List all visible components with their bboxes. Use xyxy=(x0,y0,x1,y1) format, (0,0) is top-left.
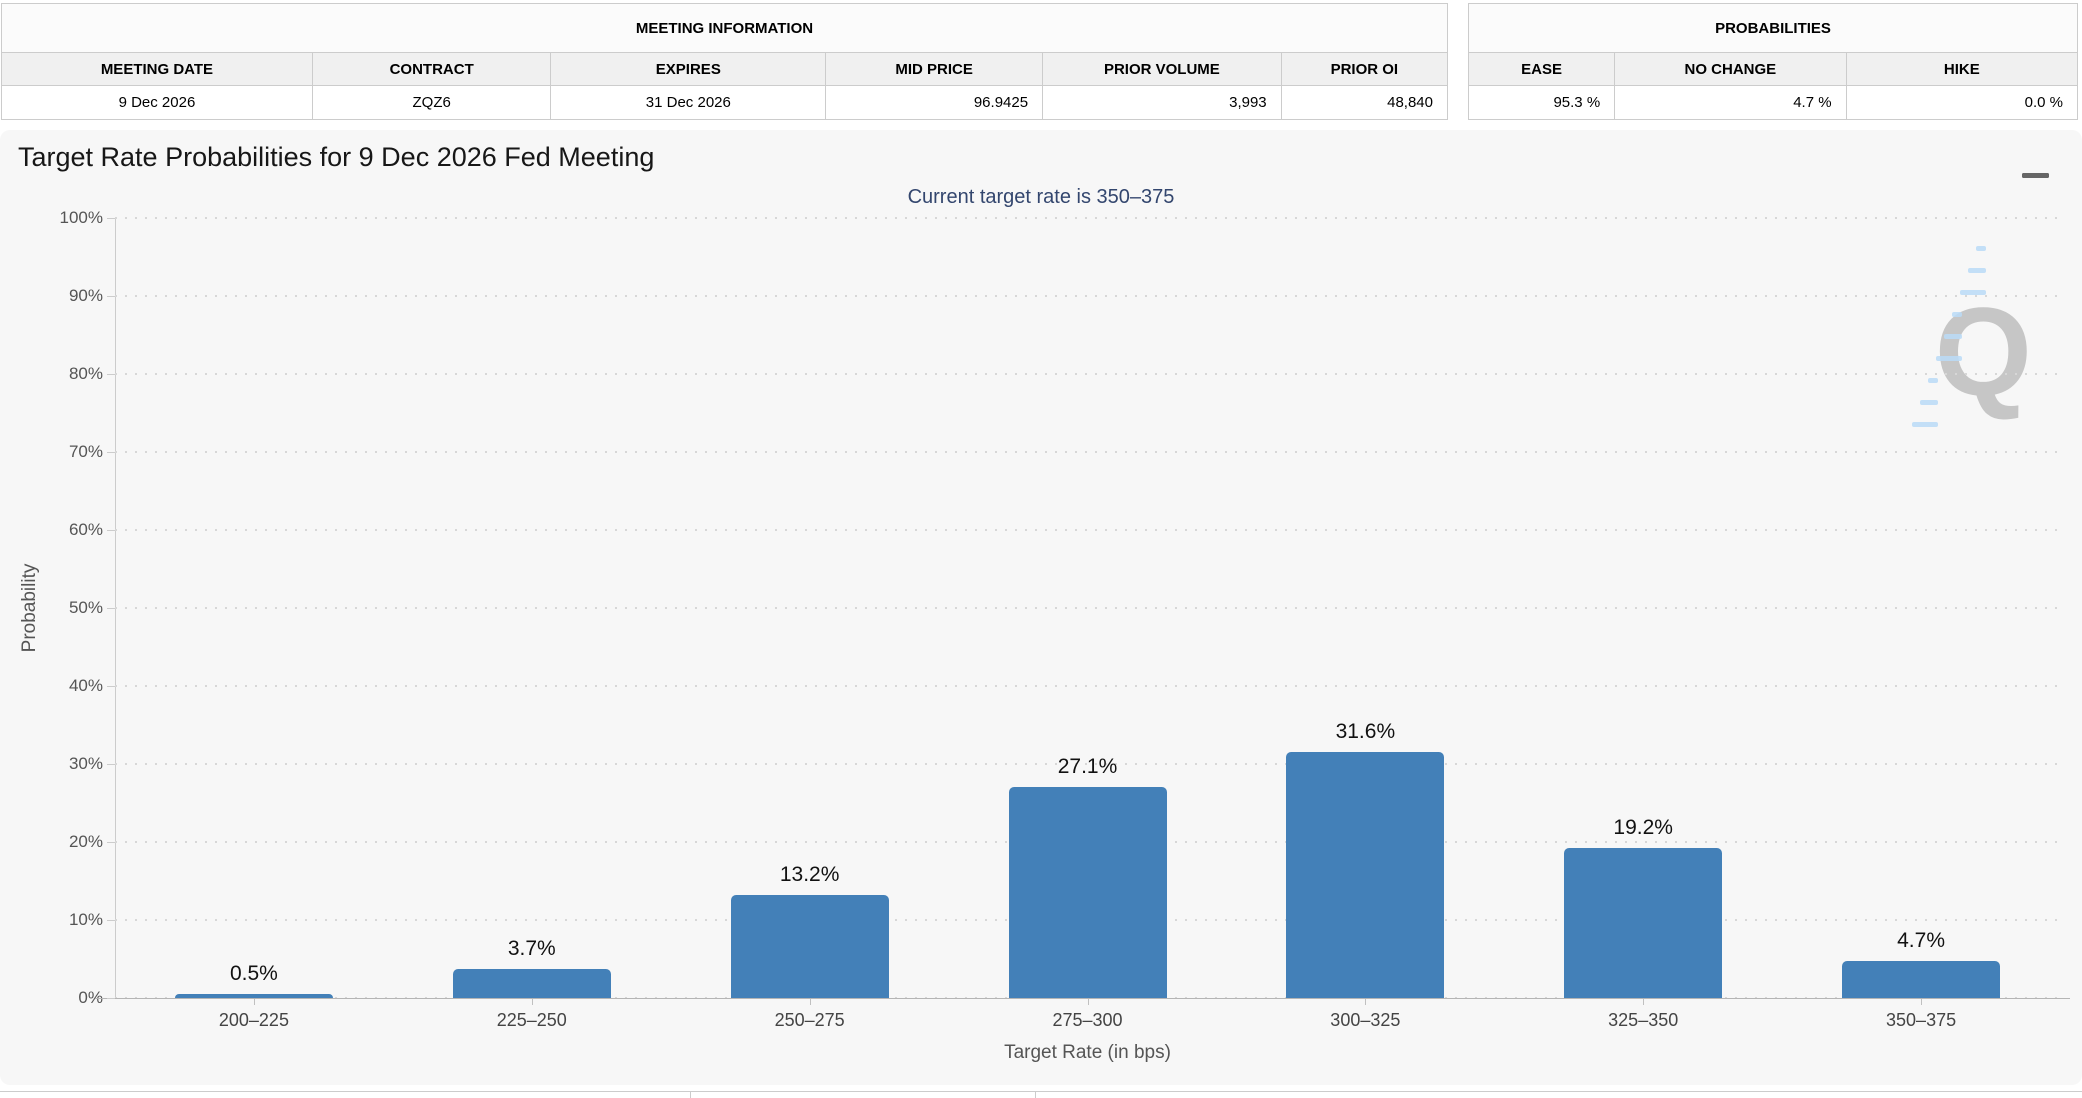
gridline xyxy=(115,607,2060,609)
y-axis-tick xyxy=(107,374,115,375)
y-axis-tick xyxy=(107,920,115,921)
probabilities-table-caption: PROBABILITIES xyxy=(1468,3,2078,53)
x-axis-tick xyxy=(1643,998,1645,1005)
meeting-information-table: MEETING INFORMATION MEETING DATE CONTRAC… xyxy=(1,3,1449,120)
chart-subtitle: Current target rate is 350–375 xyxy=(907,186,1175,208)
target-rate-probabilities-chart: Target Rate Probabilities for 9 Dec 2026… xyxy=(0,130,2082,1085)
col-header-prior-volume: PRIOR VOLUME xyxy=(1042,52,1282,86)
probability-bar[interactable] xyxy=(1008,786,1167,998)
col-header-expires: EXPIRES xyxy=(550,52,827,86)
y-axis-tick-label: 50% xyxy=(68,598,103,617)
table-divider xyxy=(1035,1092,1036,1098)
gridline xyxy=(115,529,2060,531)
x-axis-tick xyxy=(1921,998,1923,1005)
y-axis-tick xyxy=(107,296,115,297)
x-axis-tick xyxy=(809,998,811,1005)
mid-price-value: 96.9425 xyxy=(825,85,1044,120)
col-header-contract: CONTRACT xyxy=(311,52,552,86)
gridline xyxy=(115,373,2060,375)
chart-export-menu-button[interactable] xyxy=(2016,144,2054,178)
gridline xyxy=(115,451,2060,453)
bar-value-label: 3.7% xyxy=(507,937,556,961)
x-axis-category-label: 225–250 xyxy=(496,1010,567,1030)
x-axis-tick xyxy=(531,998,533,1005)
gridline xyxy=(115,217,2060,219)
y-axis-tick xyxy=(107,842,115,843)
col-header-ease: EASE xyxy=(1467,52,1616,86)
col-header-hike: HIKE xyxy=(1845,52,2079,86)
no-change-probability-value: 4.7 % xyxy=(1614,85,1847,120)
x-axis-category-label: 200–225 xyxy=(218,1010,289,1030)
y-axis-tick xyxy=(107,998,115,999)
x-axis-tick xyxy=(1365,998,1367,1005)
gridline xyxy=(115,295,2060,297)
col-header-meeting-date: MEETING DATE xyxy=(1,52,313,86)
gridline xyxy=(115,685,2060,687)
y-axis-tick xyxy=(107,530,115,531)
y-axis-tick xyxy=(107,686,115,687)
y-axis-tick-label: 40% xyxy=(68,676,103,695)
probability-bar[interactable] xyxy=(1842,961,2001,998)
bar-value-label: 13.2% xyxy=(779,863,840,887)
x-axis-tick xyxy=(253,998,255,1005)
x-axis-category-label: 250–275 xyxy=(774,1010,845,1030)
y-axis-tick xyxy=(107,764,115,765)
gridline xyxy=(115,763,2060,765)
col-header-mid-price: MID PRICE xyxy=(825,52,1044,86)
bar-value-label: 31.6% xyxy=(1335,719,1396,743)
chart-title: Target Rate Probabilities for 9 Dec 2026… xyxy=(18,142,655,172)
y-axis-labels: 0% 10% 20% 30% 40% 50% 60% 70% 80% 90% 100% xyxy=(0,208,103,1007)
y-axis-tick-label: 100% xyxy=(59,208,103,227)
x-axis-title: Target Rate (in bps) xyxy=(1004,1042,1171,1063)
x-axis-category-label: 300–325 xyxy=(1330,1010,1401,1030)
contract-value: ZQZ6 xyxy=(311,85,552,120)
bar-value-label: 4.7% xyxy=(1897,929,1945,953)
prior-volume-value: 3,993 xyxy=(1042,85,1282,120)
next-section-top-edge xyxy=(0,1091,2082,1098)
meeting-date-value: 9 Dec 2026 xyxy=(1,85,313,120)
hike-probability-value: 0.0 % xyxy=(1845,85,2079,120)
probability-bar[interactable] xyxy=(174,994,333,998)
y-axis-tick xyxy=(107,452,115,453)
x-axis-category-label: 275–300 xyxy=(1052,1010,1123,1030)
y-axis-tick-label: 30% xyxy=(68,754,103,773)
bar-value-label: 27.1% xyxy=(1057,754,1118,778)
col-header-no-change: NO CHANGE xyxy=(1614,52,1847,86)
y-axis-tick-label: 80% xyxy=(68,364,103,383)
probability-bar[interactable] xyxy=(452,969,611,998)
y-axis-tick xyxy=(107,218,115,219)
ease-probability-value: 95.3 % xyxy=(1467,85,1616,120)
bar-value-label: 19.2% xyxy=(1613,816,1673,840)
y-axis-tick-label: 90% xyxy=(68,286,103,305)
x-axis-tick xyxy=(1087,998,1089,1005)
bar-value-label: 0.5% xyxy=(229,962,278,986)
y-axis-tick-label: 20% xyxy=(68,832,103,851)
probability-bar[interactable] xyxy=(730,895,889,998)
y-axis-tick-label: 70% xyxy=(68,442,103,461)
y-axis-tick-label: 10% xyxy=(68,910,103,929)
prior-oi-value: 48,840 xyxy=(1280,85,1449,120)
y-axis-tick xyxy=(107,608,115,609)
x-axis-category-label: 350–375 xyxy=(1886,1010,1957,1030)
x-axis-line xyxy=(95,998,2070,999)
y-axis-tick-label: 60% xyxy=(68,520,103,539)
x-axis-category-label: 325–350 xyxy=(1608,1010,1679,1030)
probabilities-table: PROBABILITIES EASE NO CHANGE HIKE 95.3 %… xyxy=(1467,3,2079,120)
probability-bar[interactable] xyxy=(1564,848,1723,998)
table-divider xyxy=(690,1092,691,1098)
y-axis-tick-label: 0% xyxy=(78,988,103,1007)
plot-area: 0.5% 200–225 3.7% 225–250 13.2% 250–275 27.1% 2… xyxy=(115,217,2060,1030)
meeting-table-caption: MEETING INFORMATION xyxy=(1,3,1448,53)
col-header-prior-oi: PRIOR OI xyxy=(1280,52,1449,86)
probability-bar[interactable] xyxy=(1286,751,1445,998)
expires-value: 31 Dec 2026 xyxy=(550,85,827,120)
